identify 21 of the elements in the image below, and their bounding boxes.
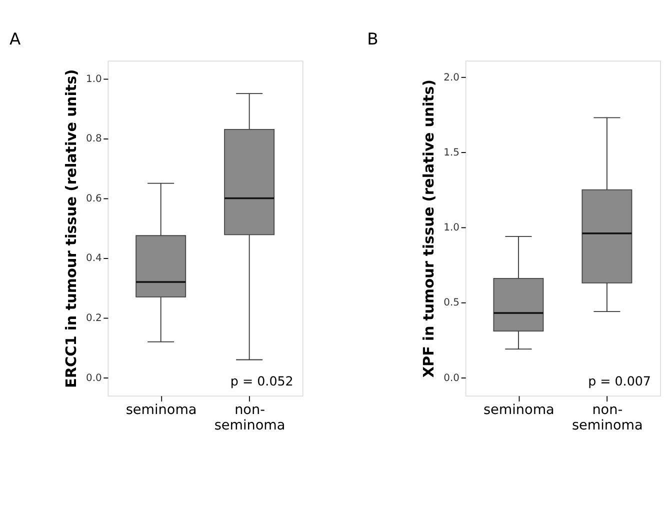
y-tick-label: 0.5 — [444, 298, 460, 309]
y-axis-title: ERCC1 in tumour tissue (relative units) — [64, 69, 80, 388]
annotation: p = 0.007 — [588, 374, 651, 389]
y-tick-label: 0.4 — [86, 253, 102, 264]
y-tick-label: 1.0 — [444, 222, 460, 234]
chart-title: A — [10, 29, 21, 48]
y-tick-label: 0.8 — [86, 134, 102, 145]
chart-title: B — [367, 29, 378, 48]
y-tick-label: 0.0 — [444, 372, 460, 384]
y-tick-label: 1.0 — [86, 74, 102, 85]
x-tick-label: non- seminoma — [214, 402, 286, 434]
y-tick-label: 0.6 — [86, 193, 102, 204]
y-tick-label: 2.0 — [444, 72, 460, 84]
x-tick-label: seminoma — [483, 402, 554, 418]
y-tick-label: 0.2 — [86, 313, 102, 324]
y-tick-label: 1.5 — [444, 147, 460, 158]
y-axis-title: XPF in tumour tissue (relative units) — [422, 80, 438, 378]
x-tick-label: seminoma — [126, 402, 197, 418]
annotation: p = 0.052 — [230, 374, 294, 389]
y-tick-label: 0.0 — [86, 372, 102, 384]
x-tick-label: non- seminoma — [572, 402, 643, 434]
